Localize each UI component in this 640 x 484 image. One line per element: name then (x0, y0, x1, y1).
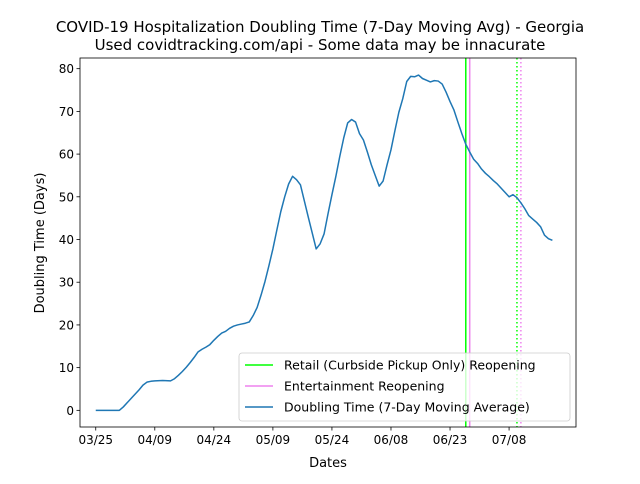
plot-frame (79, 57, 577, 428)
x-tick-label: 06/23 (433, 433, 468, 447)
y-tick-label: 70 (59, 105, 74, 119)
legend-label: Doubling Time (7-Day Moving Average) (284, 400, 530, 415)
y-tick-label: 20 (59, 318, 74, 332)
x-tick-label: 05/24 (315, 433, 350, 447)
y-tick-label: 50 (59, 190, 74, 204)
x-tick-label: 07/08 (492, 433, 527, 447)
legend: Retail (Curbside Pickup Only) Reopening E… (238, 352, 571, 422)
y-tick-label: 10 (59, 361, 74, 375)
legend-box (238, 352, 571, 422)
chart-title: COVID-19 Hospitalization Doubling Time (… (56, 18, 584, 36)
series-line-1 (95, 74, 553, 412)
legend-label: Entertainment Reopening (284, 379, 445, 394)
y-axis-label: Doubling Time (Days) (33, 173, 48, 314)
y-tick-label: 80 (59, 62, 74, 76)
y-tick-label: 40 (59, 233, 74, 247)
x-tick-label: 05/09 (256, 433, 291, 447)
x-tick-label: 06/08 (374, 433, 409, 447)
x-axis-label: Dates (309, 456, 347, 471)
y-tick-label: 30 (59, 276, 74, 290)
y-tick-label: 0 (66, 404, 74, 418)
x-axis: 03/25 04/09 04/24 05/09 05/24 06/08 06/23 07/08 (78, 427, 526, 447)
legend-label: Retail (Curbside Pickup Only) Reopening (284, 358, 536, 373)
x-tick-label: 04/24 (197, 433, 232, 447)
y-tick-label: 60 (59, 148, 74, 162)
y-axis: 0 10 20 30 40 50 60 70 80 (59, 62, 80, 418)
chart-subtitle: Used covidtracking.com/api - Some data m… (95, 36, 546, 54)
plot-area (79, 57, 577, 428)
x-tick-label: 03/25 (78, 433, 113, 447)
x-tick-label: 04/09 (137, 433, 172, 447)
